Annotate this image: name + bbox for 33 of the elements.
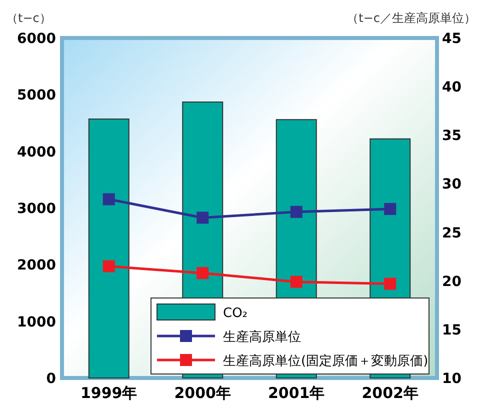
point <box>196 212 209 224</box>
y-tick-label: 3000 <box>17 201 56 217</box>
y2-axis-title: （t−c／生産高原単位） <box>346 11 476 25</box>
point <box>290 206 302 218</box>
point <box>384 202 396 215</box>
y-tick-label: 4000 <box>17 144 56 160</box>
y2-tick-label: 15 <box>442 322 462 338</box>
point <box>384 278 396 290</box>
y2-tick-label: 30 <box>442 176 462 193</box>
x-tick-label: 2000年 <box>174 384 231 402</box>
y2-tick-label: 10 <box>442 371 462 387</box>
point <box>102 193 115 206</box>
x-tick-label: 2001年 <box>268 384 325 402</box>
point <box>102 260 115 272</box>
y2-tick-label: 25 <box>442 225 462 242</box>
y2-tick-label: 45 <box>442 31 462 47</box>
y2-tick-label: 40 <box>442 80 462 96</box>
x-tick-label: 1999年 <box>80 384 138 402</box>
point <box>196 267 209 280</box>
y2-tick-label: 35 <box>442 128 462 144</box>
x-tick-label: 2002年 <box>362 384 418 402</box>
y-tick-label: 6000 <box>17 31 56 47</box>
legend-label: 生産高原単位(固定原価＋変動原価) <box>223 353 428 369</box>
y-tick-label: 2000 <box>17 258 56 274</box>
legend-label: 生産高原単位 <box>223 329 301 345</box>
point <box>290 276 302 288</box>
bar <box>88 118 130 378</box>
legend-label: CO₂ <box>223 306 248 321</box>
y2-tick-label: 20 <box>442 274 462 290</box>
y-tick-label: 0 <box>46 371 56 387</box>
y-axis-title: （t−c） <box>6 11 52 25</box>
y-tick-label: 1000 <box>17 314 56 330</box>
y-tick-label: 5000 <box>17 88 56 104</box>
